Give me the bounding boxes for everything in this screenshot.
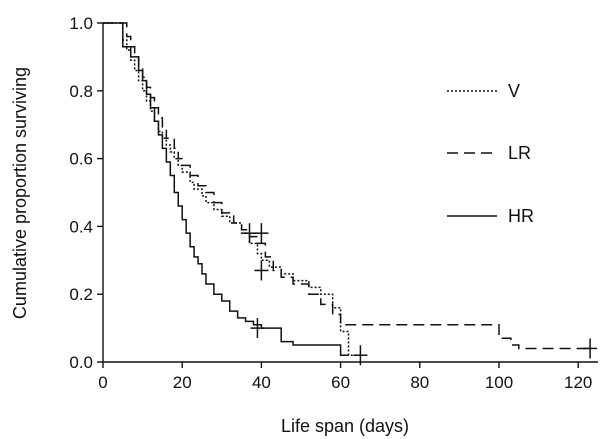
series-hr bbox=[103, 22, 349, 356]
y-tick-label: 1.0 bbox=[69, 14, 93, 33]
series-group bbox=[103, 22, 598, 366]
legend-item-hr: HR bbox=[447, 206, 534, 226]
legend-label-lr: LR bbox=[508, 143, 531, 163]
series-line-v bbox=[103, 22, 361, 356]
y-axis-label: Cumulative proportion surviving bbox=[10, 67, 30, 319]
y-tick-label: 0.4 bbox=[69, 217, 93, 236]
x-tick-label: 120 bbox=[564, 373, 592, 392]
x-tick-label: 40 bbox=[252, 373, 271, 392]
x-tick-label: 100 bbox=[485, 373, 513, 392]
x-tick-label: 0 bbox=[98, 373, 107, 392]
legend-label-hr: HR bbox=[508, 206, 534, 226]
x-tick-label: 80 bbox=[410, 373, 429, 392]
legend-label-v: V bbox=[508, 81, 520, 101]
y-tick-label: 0.2 bbox=[69, 285, 93, 304]
legend: V LR HR bbox=[447, 81, 534, 226]
y-axis: 0.0 0.2 0.4 0.6 0.8 1.0 bbox=[69, 14, 104, 372]
x-tick-label: 60 bbox=[331, 373, 350, 392]
series-lr bbox=[103, 22, 598, 359]
x-axis-label: Life span (days) bbox=[281, 416, 409, 436]
x-tick-label: 20 bbox=[173, 373, 192, 392]
x-axis: 0 20 40 60 80 100 120 bbox=[98, 361, 598, 392]
y-tick-group: 0.0 0.2 0.4 0.6 0.8 1.0 bbox=[69, 14, 103, 372]
y-tick-label: 0.0 bbox=[69, 353, 93, 372]
series-line-lr bbox=[103, 22, 591, 350]
x-tick-group: 0 20 40 60 80 100 120 bbox=[98, 362, 592, 392]
legend-item-v: V bbox=[447, 81, 520, 101]
y-tick-label: 0.6 bbox=[69, 150, 93, 169]
series-line-hr bbox=[103, 22, 349, 356]
y-tick-label: 0.8 bbox=[69, 82, 93, 101]
legend-item-lr: LR bbox=[447, 143, 531, 163]
series-v bbox=[103, 22, 368, 366]
